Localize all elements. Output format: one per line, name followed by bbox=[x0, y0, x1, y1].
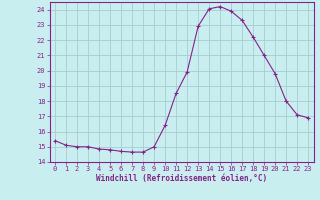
X-axis label: Windchill (Refroidissement éolien,°C): Windchill (Refroidissement éolien,°C) bbox=[96, 174, 267, 183]
